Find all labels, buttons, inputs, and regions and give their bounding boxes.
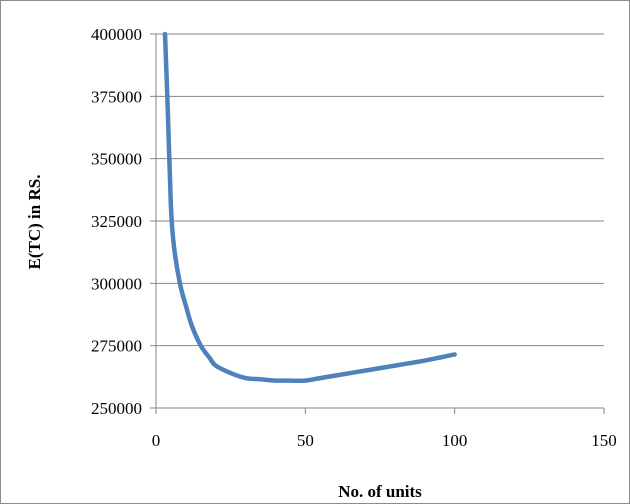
x-tick-label: 100 <box>442 431 468 450</box>
series-group <box>162 31 457 384</box>
x-tick-label: 50 <box>297 431 314 450</box>
y-tick-label: 375000 <box>91 87 142 106</box>
y-tick-label: 325000 <box>91 212 142 231</box>
y-axis-ticks: 250000 275000 300000 325000 350000 375000 4000… <box>91 25 156 418</box>
y-tick-label: 400000 <box>91 25 142 44</box>
y-axis-title: E(TC) in RS. <box>25 175 44 270</box>
x-axis-ticks: 0 50 100 150 <box>152 408 617 450</box>
x-axis-title: No. of units <box>338 482 422 501</box>
y-tick-label: 250000 <box>91 399 142 418</box>
x-tick-label: 150 <box>591 431 617 450</box>
y-tick-label: 275000 <box>91 337 142 356</box>
y-tick-label: 300000 <box>91 274 142 293</box>
series-line-0 <box>162 31 457 384</box>
gridlines <box>156 33 604 347</box>
x-tick-label: 0 <box>152 431 161 450</box>
y-tick-label: 350000 <box>91 150 142 169</box>
